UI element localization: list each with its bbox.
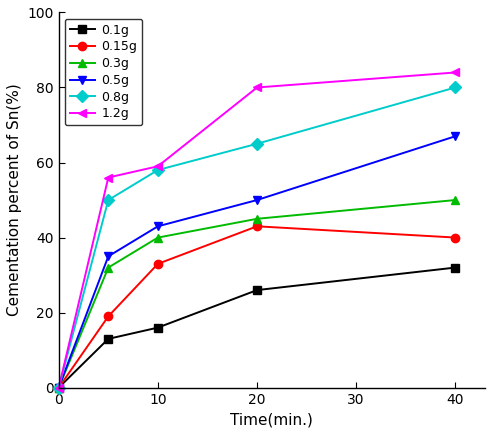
Line: 0.1g: 0.1g bbox=[55, 263, 460, 392]
X-axis label: Time(min.): Time(min.) bbox=[230, 412, 313, 427]
Line: 0.15g: 0.15g bbox=[55, 222, 460, 392]
0.8g bbox=[105, 197, 111, 203]
0.8g bbox=[56, 385, 62, 390]
0.15g bbox=[105, 314, 111, 319]
1.2g bbox=[452, 70, 458, 75]
0.3g bbox=[254, 216, 260, 221]
1.2g bbox=[155, 164, 161, 169]
0.15g bbox=[254, 224, 260, 229]
0.8g bbox=[452, 85, 458, 90]
0.8g bbox=[155, 168, 161, 173]
1.2g bbox=[254, 85, 260, 90]
Line: 1.2g: 1.2g bbox=[55, 68, 460, 392]
0.5g bbox=[56, 385, 62, 390]
0.5g bbox=[254, 197, 260, 203]
1.2g bbox=[105, 175, 111, 180]
0.1g bbox=[105, 336, 111, 342]
Line: 0.5g: 0.5g bbox=[55, 132, 460, 392]
0.8g bbox=[254, 141, 260, 146]
Legend: 0.1g, 0.15g, 0.3g, 0.5g, 0.8g, 1.2g: 0.1g, 0.15g, 0.3g, 0.5g, 0.8g, 1.2g bbox=[65, 19, 142, 125]
Line: 0.8g: 0.8g bbox=[55, 83, 460, 392]
0.3g bbox=[105, 265, 111, 270]
0.3g bbox=[56, 385, 62, 390]
0.3g bbox=[452, 197, 458, 203]
0.1g bbox=[254, 287, 260, 293]
0.1g bbox=[452, 265, 458, 270]
0.3g bbox=[155, 235, 161, 240]
0.15g bbox=[56, 385, 62, 390]
0.1g bbox=[56, 385, 62, 390]
0.1g bbox=[155, 325, 161, 330]
0.15g bbox=[452, 235, 458, 240]
0.5g bbox=[105, 254, 111, 259]
Line: 0.3g: 0.3g bbox=[55, 196, 460, 392]
1.2g bbox=[56, 385, 62, 390]
0.5g bbox=[452, 134, 458, 139]
0.15g bbox=[155, 261, 161, 266]
0.5g bbox=[155, 224, 161, 229]
Y-axis label: Cementation percent of Sn(%): Cementation percent of Sn(%) bbox=[7, 84, 22, 316]
